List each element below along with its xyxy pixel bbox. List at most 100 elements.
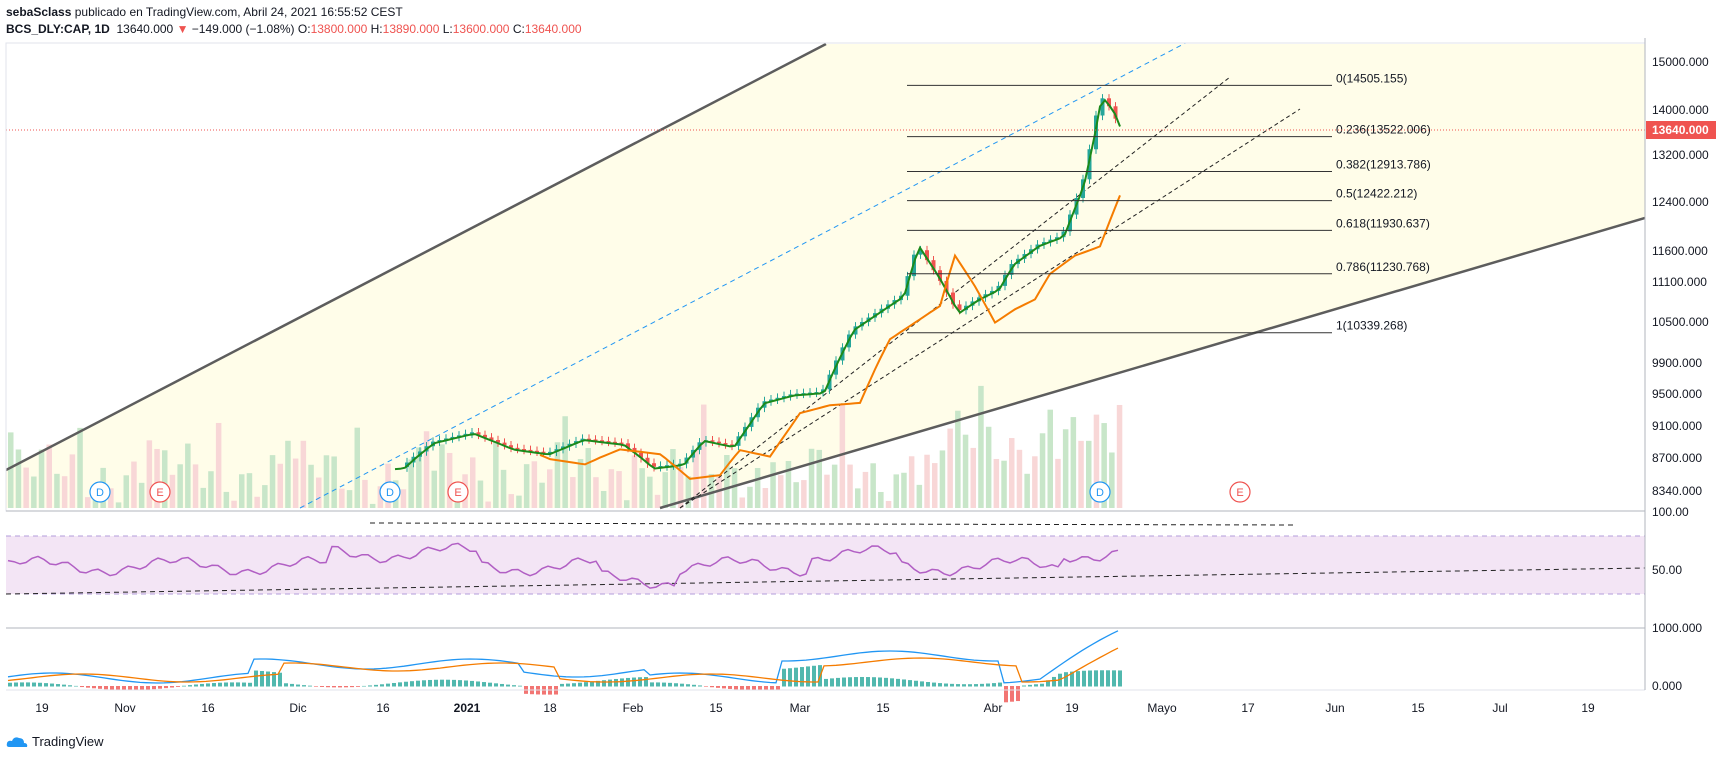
high-value: 13890.000 <box>382 22 440 36</box>
event-marker <box>1229 481 1251 503</box>
price-tick-label: 8340.000 <box>1652 484 1702 498</box>
volume-bar <box>839 403 846 508</box>
macd-histogram-bar <box>44 683 48 687</box>
event-marker <box>379 481 401 503</box>
macd-histogram-bar <box>698 685 702 687</box>
macd-histogram-bar <box>296 684 300 687</box>
price-tick-label: 8700.000 <box>1652 451 1702 465</box>
macd-histogram-bar <box>362 685 366 687</box>
volume-bar <box>724 455 730 508</box>
macd-histogram-bar <box>278 672 282 687</box>
volume-bar <box>600 490 607 508</box>
volume-bar <box>624 500 630 508</box>
macd-histogram-bar <box>452 679 456 687</box>
volume-bar <box>885 500 892 508</box>
candle <box>483 434 487 438</box>
time-tick-label: 16 <box>376 701 390 715</box>
volume-bar <box>916 484 923 508</box>
volume-bar <box>38 449 45 508</box>
macd-histogram-bar <box>416 680 420 687</box>
volume-bar <box>8 432 14 508</box>
price-tick-label: 11100.000 <box>1652 275 1707 289</box>
macd-histogram-bar <box>326 686 330 688</box>
macd-histogram-bar <box>734 686 738 690</box>
trend-dashed-line <box>299 43 1187 509</box>
support-dashed-line <box>679 76 1231 509</box>
macd-histogram-bar <box>80 686 84 688</box>
price-change: −149.000 (−1.08%) <box>191 22 295 36</box>
macd-histogram-bar <box>92 686 96 689</box>
macd-histogram-bar <box>368 685 372 687</box>
macd-line <box>7 630 1119 684</box>
macd-histogram-bar <box>236 682 240 687</box>
tradingview-logo[interactable]: TradingView <box>6 734 104 749</box>
macd-histogram-bar <box>842 677 846 687</box>
volume-bar <box>947 428 953 508</box>
volume-bar <box>346 490 353 508</box>
volume-bar <box>162 450 168 508</box>
volume-bar <box>554 442 561 508</box>
macd-histogram-bar <box>1076 671 1080 687</box>
volume-bar <box>1070 417 1077 508</box>
macd-histogram-bar <box>14 682 18 687</box>
volume-bar <box>192 464 199 508</box>
cloud-icon <box>6 736 28 747</box>
candle <box>951 292 955 305</box>
rsi-panel[interactable] <box>5 522 1646 595</box>
macd-histogram-bar <box>50 683 54 687</box>
volume-bar <box>277 463 283 508</box>
macd-histogram-bar <box>146 686 150 690</box>
volume-bar <box>377 486 384 508</box>
volume-bar <box>831 464 838 508</box>
volume-bar <box>962 434 969 508</box>
macd-histogram-bar <box>728 686 732 689</box>
time-tick-label: Mar <box>790 701 811 715</box>
volume-bar <box>701 404 707 508</box>
macd-histogram-bar <box>914 680 918 687</box>
price-panel[interactable]: 0(14505.155)0.236(13522.006)0.382(12913.… <box>6 38 1645 510</box>
macd-panel[interactable] <box>7 630 1122 703</box>
macd-histogram-bar <box>920 681 924 687</box>
candle <box>626 443 630 448</box>
macd-histogram-bar <box>956 684 960 687</box>
rsi-tick-label: 100.00 <box>1652 505 1689 519</box>
macd-histogram-bar <box>566 683 570 687</box>
time-tick-label: Jul <box>1492 701 1507 715</box>
price-plot: 0(14505.155)0.236(13522.006)0.382(12913.… <box>6 43 1645 510</box>
volume-bar <box>146 440 153 508</box>
macd-histogram-bar <box>272 672 276 687</box>
open-value: 13800.000 <box>310 22 368 36</box>
volume-bar <box>85 497 91 508</box>
volume-bar <box>878 491 884 508</box>
macd-histogram-bar <box>1004 686 1008 703</box>
macd-histogram-bar <box>980 683 984 687</box>
time-tick-label: 18 <box>543 701 557 715</box>
volume-bar <box>870 463 876 508</box>
support-dashed-line <box>679 108 1301 509</box>
chart-canvas[interactable]: 0(14505.155)0.236(13522.006)0.382(12913.… <box>0 38 1729 760</box>
volume-bar <box>985 426 992 508</box>
time-tick-label: Nov <box>114 701 135 715</box>
macd-histogram-bar <box>926 682 930 687</box>
event-marker-label: D <box>386 487 394 499</box>
time-tick-label: Jun <box>1325 701 1344 715</box>
macd-histogram-bar <box>470 680 474 687</box>
macd-histogram-bar <box>164 686 168 689</box>
candle <box>476 432 481 435</box>
macd-histogram-bar <box>152 686 156 690</box>
macd-histogram-bar <box>680 683 684 687</box>
macd-histogram-bar <box>560 683 564 687</box>
candle <box>522 449 526 451</box>
volume-bar <box>516 495 522 508</box>
author-name[interactable]: sebaSclass <box>6 5 72 19</box>
symbol-label[interactable]: BCS_DLY:CAP, 1D <box>6 22 110 36</box>
macd-histogram-bar <box>710 686 714 688</box>
volume-bar <box>585 448 591 508</box>
volume-bar <box>1001 460 1007 508</box>
volume-bar <box>993 458 1000 508</box>
volume-bar <box>246 473 253 508</box>
macd-histogram-bar <box>1070 671 1074 687</box>
macd-tick-label: 1000.000 <box>1652 621 1702 635</box>
macd-histogram-bar <box>128 686 132 691</box>
volume-bar <box>816 449 822 508</box>
